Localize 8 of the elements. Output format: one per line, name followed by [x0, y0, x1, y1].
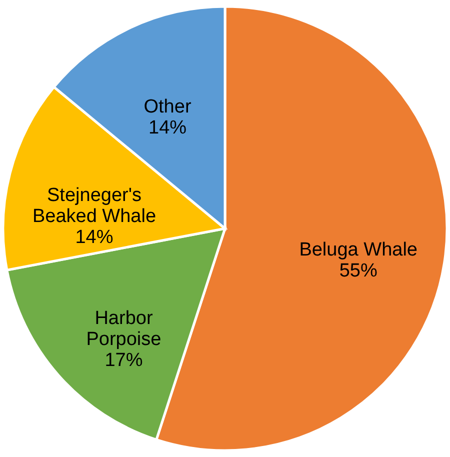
- data-label: 14%: [148, 117, 187, 138]
- slice-label: Stejneger's Beaked Whale: [32, 184, 156, 227]
- slice-label: Beluga Whale: [299, 240, 418, 261]
- data-label: 14%: [75, 226, 114, 248]
- data-label: 55%: [339, 260, 378, 282]
- slice-label: Other: [144, 96, 192, 118]
- data-label: 17%: [104, 350, 143, 371]
- slice-label: Harbor Porpoise: [86, 308, 162, 350]
